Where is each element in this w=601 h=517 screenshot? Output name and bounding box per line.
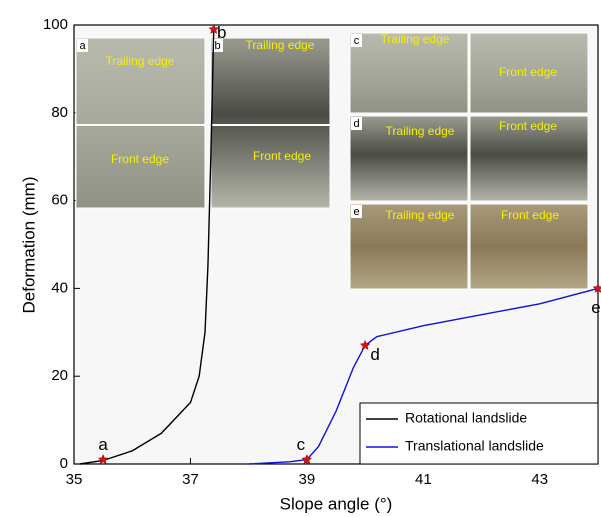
point-label: a — [98, 435, 108, 454]
x-tick-label: 43 — [531, 471, 548, 488]
chart: Deformation (mm) Slope angle (°) 0 20 40 60… — [0, 0, 601, 517]
inset-text: Trailing edge — [386, 124, 455, 138]
inset-photo — [211, 38, 330, 208]
inset-text: Trailing edge — [386, 208, 455, 222]
y-tick-label: 0 — [60, 455, 68, 472]
inset-text: Front edge — [111, 152, 169, 166]
inset-text: Front edge — [499, 65, 557, 79]
inset-label: c — [354, 35, 360, 47]
inset-label: e — [353, 206, 359, 218]
y-axis-label: Deformation (mm) — [19, 177, 38, 314]
y-tick-label: 100 — [43, 16, 68, 33]
x-axis-label: Slope angle (°) — [280, 494, 393, 513]
inset-text: Trailing edge — [246, 38, 315, 52]
legend-label: Rotational landslide — [405, 410, 527, 426]
x-tick-label: 41 — [415, 471, 432, 488]
x-tick-label: 35 — [66, 471, 83, 488]
y-tick-label: 60 — [51, 192, 68, 209]
y-tick-label: 20 — [51, 367, 68, 384]
inset-text: Front edge — [501, 208, 559, 222]
y-tick-label: 40 — [51, 279, 68, 296]
inset-label: a — [79, 40, 86, 52]
x-tick-label: 37 — [182, 471, 199, 488]
inset-text: Front edge — [499, 119, 557, 133]
x-tick-label: 39 — [299, 471, 316, 488]
inset-text: Front edge — [253, 149, 311, 163]
point-label: c — [297, 435, 306, 454]
inset-label: d — [353, 118, 359, 130]
inset-text: Trailing edge — [381, 32, 450, 46]
legend-label: Translational landslide — [405, 438, 544, 454]
point-label: b — [217, 23, 226, 42]
point-label: d — [370, 345, 379, 364]
inset-text: Trailing edge — [106, 54, 175, 68]
y-tick-label: 80 — [51, 104, 68, 121]
point-label: e — [591, 298, 600, 317]
